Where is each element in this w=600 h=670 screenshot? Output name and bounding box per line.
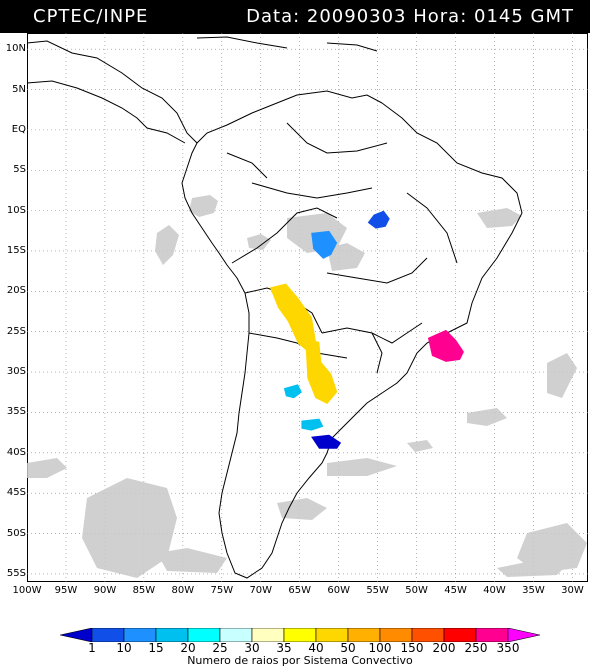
lon-label: 75W	[210, 585, 234, 596]
color-legend-bar	[60, 628, 540, 642]
lat-label: 50S	[6, 527, 26, 539]
legend-swatch	[315, 628, 349, 642]
legend-swatch	[219, 628, 253, 642]
lon-label: 50W	[405, 585, 428, 596]
legend-swatch	[443, 628, 477, 642]
convective-system-light-blue-bolivia	[311, 230, 338, 259]
legend-value: 10	[116, 641, 132, 655]
lat-label: 35S	[6, 406, 26, 418]
organization-label: CPTEC/INPE	[33, 6, 149, 27]
lat-label: EQ	[11, 123, 26, 135]
date-time-stamp: Data: 20090303 Hora: 0145 GMT	[246, 6, 574, 27]
legend-value: 25	[212, 641, 228, 655]
legend-value: 50	[340, 641, 356, 655]
convective-system-yellow-argentina-south	[305, 338, 338, 405]
lat-label: 10N	[5, 43, 26, 55]
legend-swatch	[251, 628, 285, 642]
satellite-clouds	[27, 195, 587, 578]
lon-label: 70W	[249, 585, 273, 596]
convective-system-magenta-south-brazil	[427, 329, 464, 362]
legend-caption: Numero de raios por Sistema Convectivo	[187, 654, 413, 667]
legend-swatch	[379, 628, 413, 642]
legend-value: 15	[148, 641, 164, 655]
convective-system-yellow-chile-argentina	[269, 283, 316, 354]
lat-label: 55S	[6, 567, 26, 579]
lat-label: 5S	[13, 164, 26, 176]
convective-systems	[269, 210, 464, 449]
legend-swatch	[411, 628, 445, 642]
legend-value: 350	[496, 641, 520, 655]
lon-label: 30W	[561, 585, 584, 596]
legend-swatch	[91, 628, 125, 642]
lon-label: 85W	[132, 585, 156, 596]
legend-value: 1	[88, 641, 96, 655]
lon-label: 55W	[366, 585, 389, 596]
legend-value: 30	[244, 641, 260, 655]
convective-system-cyan-argentina-2	[301, 418, 324, 431]
lon-label: 80W	[171, 585, 195, 596]
legend-swatch	[507, 628, 540, 642]
country-borders	[27, 36, 523, 579]
lightning-map	[27, 33, 588, 582]
legend-value: 20	[180, 641, 196, 655]
lat-label: 10S	[6, 204, 26, 216]
map-header: CPTEC/INPE Data: 20090303 Hora: 0145 GMT	[0, 0, 590, 33]
lon-label: 65W	[288, 585, 312, 596]
convective-system-cyan-argentina-1	[283, 384, 302, 399]
legend-swatch	[475, 628, 509, 642]
lon-label: 95W	[54, 585, 78, 596]
lat-label: 15S	[6, 244, 26, 256]
lat-label: 45S	[6, 487, 26, 499]
legend-swatch	[283, 628, 317, 642]
legend-swatch	[155, 628, 189, 642]
convective-system-blue-central-brazil	[367, 210, 390, 229]
legend-swatch	[347, 628, 381, 642]
lat-label: 30S	[6, 366, 26, 378]
lon-label: 45W	[444, 585, 467, 596]
legend-swatch	[123, 628, 157, 642]
legend-value: 200	[432, 641, 456, 655]
lon-label: 60W	[327, 585, 350, 596]
lat-label: 25S	[6, 325, 26, 337]
lat-label: 40S	[6, 446, 26, 458]
lon-label: 35W	[522, 585, 545, 596]
legend-value: 250	[464, 641, 488, 655]
legend-values: 1 10 15 20 25 30 35 40 50 100 150 200 250 350	[60, 641, 540, 655]
legend-value: 40	[308, 641, 324, 655]
legend-value: 100	[368, 641, 392, 655]
convective-system-dark-blue-argentina	[311, 434, 342, 449]
lon-label: 40W	[483, 585, 506, 596]
lon-label: 90W	[93, 585, 117, 596]
legend-swatch	[187, 628, 221, 642]
lon-label: 100W	[12, 585, 42, 596]
legend-value: 35	[276, 641, 292, 655]
lat-label: 5N	[12, 83, 26, 95]
lat-label: 20S	[6, 285, 26, 297]
legend-value: 150	[400, 641, 424, 655]
legend-swatch	[60, 628, 93, 642]
